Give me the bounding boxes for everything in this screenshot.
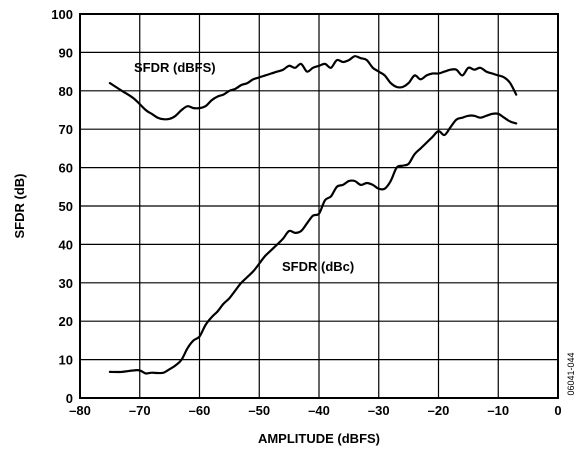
y-tick-label: 80: [59, 84, 73, 99]
x-tick-label: –80: [69, 403, 91, 418]
y-tick-label: 10: [59, 353, 73, 368]
y-tick-label: 40: [59, 237, 73, 252]
figure-id: 06041-044: [566, 352, 576, 395]
x-tick-label: –30: [368, 403, 390, 418]
y-tick-label: 20: [59, 314, 73, 329]
y-tick-label: 0: [66, 391, 73, 406]
series-label-sfdr-dbc: SFDR (dBc): [282, 259, 354, 274]
y-tick-label: 50: [59, 199, 73, 214]
series-label-sfdr-dbfs: SFDR (dBFS): [134, 60, 216, 75]
y-tick-label: 100: [51, 7, 73, 22]
series-line-sfdr-dbc: [108, 112, 518, 375]
x-axis-title: AMPLITUDE (dBFS): [258, 431, 380, 446]
series-lines: [108, 55, 518, 375]
y-axis-title: SFDR (dB): [12, 174, 27, 239]
x-tick-label: –40: [308, 403, 330, 418]
tick-labels: –80 –70 –60 –50 –40 –30 –20 –10 0 0 10 20 30 40 50 60 70…: [51, 7, 561, 418]
y-tick-label: 70: [59, 122, 73, 137]
x-tick-label: –60: [189, 403, 211, 418]
x-tick-label: –10: [487, 403, 509, 418]
y-tick-label: 60: [59, 161, 73, 176]
grid: [80, 14, 558, 398]
x-tick-label: –50: [248, 403, 270, 418]
x-tick-label: –70: [129, 403, 151, 418]
x-tick-label: 0: [554, 403, 561, 418]
y-tick-label: 30: [59, 276, 73, 291]
x-tick-label: –20: [428, 403, 450, 418]
y-tick-label: 90: [59, 45, 73, 60]
plot-frame: [79, 13, 559, 399]
series-line-sfdr-dbfs: [108, 55, 518, 121]
